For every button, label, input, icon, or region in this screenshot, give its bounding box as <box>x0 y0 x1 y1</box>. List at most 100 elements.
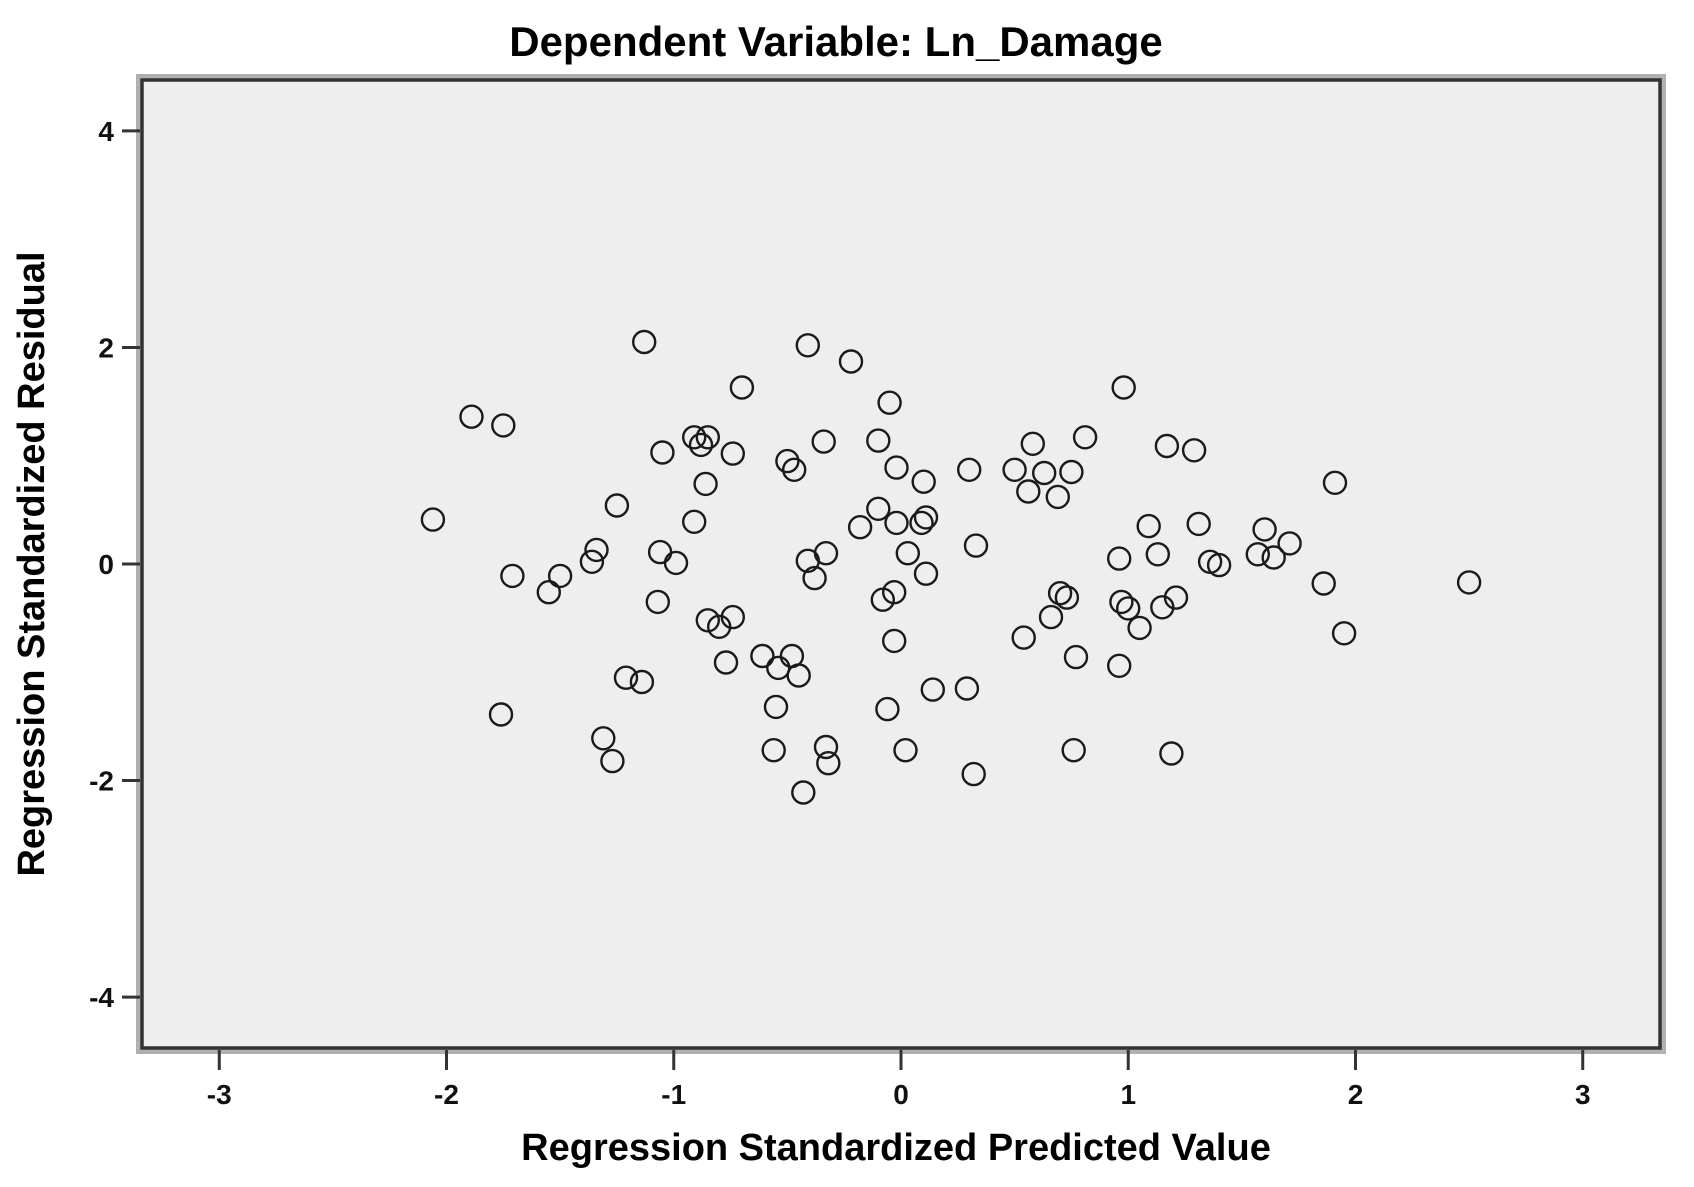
data-point <box>491 413 516 438</box>
data-point <box>795 333 820 358</box>
data-point <box>682 425 707 450</box>
data-point <box>547 563 573 589</box>
data-point <box>802 565 827 591</box>
data-point <box>782 457 807 482</box>
x-tick-label: 1 <box>1120 1079 1136 1110</box>
data-point <box>1020 431 1046 456</box>
data-point <box>629 669 655 695</box>
data-point <box>713 650 739 675</box>
data-point <box>1206 552 1232 578</box>
data-point <box>1072 425 1098 450</box>
data-point <box>1127 615 1152 641</box>
x-tick-label: 0 <box>893 1079 909 1110</box>
y-tick-label: 4 <box>98 116 114 147</box>
data-point <box>911 469 936 494</box>
data-point <box>1054 585 1080 610</box>
data-point <box>750 643 775 669</box>
y-tick-label: 2 <box>98 332 114 363</box>
data-point <box>1059 459 1084 485</box>
data-point <box>420 507 446 532</box>
data-point <box>761 738 786 763</box>
data-point <box>957 457 982 482</box>
x-tick-label: -1 <box>661 1079 686 1110</box>
data-point <box>1031 460 1057 486</box>
data-point <box>1252 517 1277 542</box>
data-point <box>1047 581 1073 606</box>
data-point <box>1145 542 1171 567</box>
data-point <box>1154 433 1180 459</box>
data-point <box>688 432 714 458</box>
data-point <box>816 751 841 776</box>
x-tick-label: -3 <box>207 1079 232 1110</box>
data-point <box>961 761 986 787</box>
x-tick-label: 3 <box>1575 1079 1591 1110</box>
data-point <box>963 533 989 558</box>
y-axis-label: Regression Standardized Residual <box>11 251 53 876</box>
data-point <box>866 496 891 521</box>
data-point <box>579 549 605 574</box>
data-point <box>1456 570 1482 595</box>
data-point <box>584 537 609 563</box>
data-point <box>811 429 836 454</box>
data-point <box>1002 457 1027 482</box>
data-point <box>1181 438 1207 463</box>
data-point <box>909 510 934 536</box>
data-point <box>1261 545 1286 570</box>
data-point <box>645 589 670 615</box>
x-axis-ticks: -3 -2 -1 0 1 2 3 <box>207 1050 1591 1110</box>
data-point <box>1136 513 1161 539</box>
y-axis-ticks: -4 -2 0 2 4 <box>89 116 140 1013</box>
data-point <box>1186 511 1211 537</box>
data-point <box>459 404 484 429</box>
data-point <box>838 349 864 374</box>
data-point <box>1150 595 1175 620</box>
x-tick-label: 2 <box>1348 1079 1364 1110</box>
data-point <box>613 665 639 690</box>
data-point <box>1115 596 1141 621</box>
data-point <box>720 441 745 466</box>
data-point <box>488 702 514 727</box>
y-tick-label: -2 <box>89 766 114 797</box>
data-point <box>893 738 918 763</box>
data-point <box>650 440 675 465</box>
data-point <box>604 493 630 518</box>
data-point <box>847 515 873 540</box>
data-point <box>1245 542 1271 567</box>
data-point <box>1061 738 1086 763</box>
data-point <box>1016 479 1041 504</box>
data-point <box>866 428 891 453</box>
data-point <box>786 663 811 688</box>
data-point <box>882 628 907 654</box>
data-point <box>775 448 800 474</box>
data-point <box>1038 604 1064 630</box>
plot-area <box>140 78 1662 1050</box>
data-point <box>663 550 689 576</box>
data-point <box>632 329 657 355</box>
data-points <box>420 329 1482 805</box>
data-point <box>884 510 909 536</box>
data-point <box>1106 653 1132 678</box>
data-point <box>877 390 902 415</box>
data-point <box>695 608 720 633</box>
data-point <box>813 734 839 760</box>
data-point <box>695 425 720 450</box>
data-point <box>954 676 980 701</box>
data-point <box>536 580 561 605</box>
data-point <box>591 726 616 751</box>
y-tick-label: -4 <box>89 982 114 1013</box>
data-point <box>729 375 755 400</box>
data-point <box>913 561 939 586</box>
data-point <box>1045 484 1071 510</box>
data-point <box>682 509 707 534</box>
data-point <box>870 587 895 612</box>
data-point <box>1011 625 1036 650</box>
data-point <box>920 677 945 702</box>
x-axis-label: Regression Standardized Predicted Value <box>521 1127 1271 1169</box>
data-point <box>884 455 909 480</box>
chart-title: Dependent Variable: Ln_Damage <box>509 18 1163 65</box>
data-point <box>1159 741 1184 766</box>
data-point <box>795 548 820 573</box>
data-point <box>913 505 939 530</box>
